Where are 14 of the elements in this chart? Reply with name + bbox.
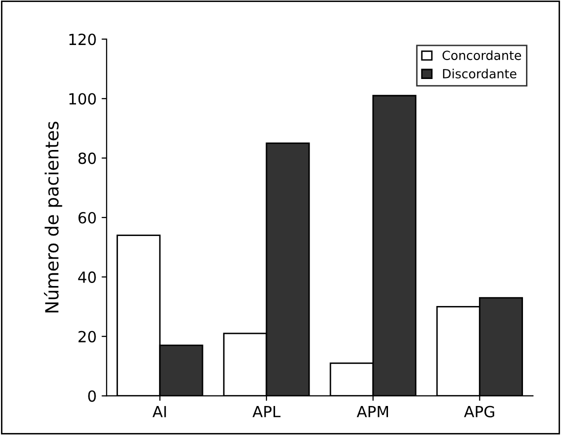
y-tick-label: 60 — [78, 212, 96, 224]
y-tick-label: 20 — [78, 330, 96, 342]
x-tick-label: AI — [152, 406, 166, 418]
x-tick-label: APM — [356, 406, 388, 418]
x-tick-label: APL — [252, 406, 280, 418]
y-tick-label: 40 — [78, 271, 96, 283]
legend-label: Discordante — [443, 68, 516, 78]
y-axis-title: Número de pacientes — [44, 122, 62, 312]
y-tick-label: 0 — [88, 390, 96, 402]
y-tick-label: 100 — [69, 93, 96, 105]
legend-label: Concordante — [442, 50, 522, 60]
y-tick-label: 120 — [69, 34, 96, 46]
y-tick-label: 80 — [78, 152, 96, 164]
x-tick-label: APG — [464, 406, 494, 418]
